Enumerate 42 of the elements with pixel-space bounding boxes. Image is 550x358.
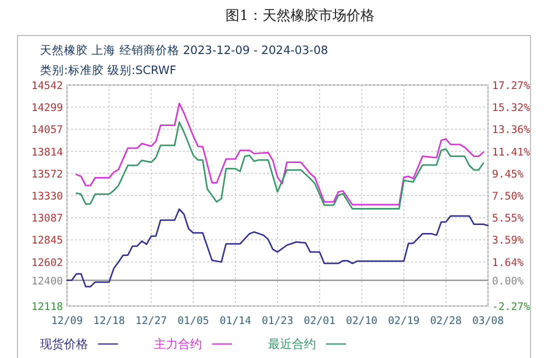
- x-tick-label: 12/09: [51, 315, 83, 327]
- x-tick-label: 12/18: [93, 315, 125, 327]
- y2-tick-label: 3.59%: [492, 234, 524, 247]
- y2-tick-label: 0.00%: [492, 275, 524, 288]
- line-series: [76, 102, 484, 206]
- y-tick-label: 13087: [31, 212, 63, 225]
- x-tick-label: 02/19: [388, 315, 420, 327]
- legend-label: 最近合约: [268, 337, 316, 351]
- x-tick-label: 03/08: [472, 315, 504, 327]
- y2-tick-label: -2.27%: [492, 301, 531, 313]
- chart-subtitle: 天然橡胶 上海 经销商价格 2023-12-09 - 2024-03-08: [40, 43, 328, 57]
- y2-tick-label: 1.64%: [492, 256, 524, 269]
- y-tick-label: 14057: [31, 124, 63, 136]
- y-tick-label: 14299: [31, 102, 63, 114]
- x-tick-label: 02/01: [304, 315, 336, 327]
- y-tick-label: 12118: [31, 301, 63, 313]
- y2-tick-label: 9.45%: [492, 168, 524, 180]
- chart-title: 图1：天然橡胶市场价格: [226, 8, 374, 24]
- x-tick-label: 01/14: [220, 315, 252, 327]
- y2-tick-label: 13.36%: [492, 124, 531, 136]
- line-series: [76, 121, 484, 210]
- y-tick-label: 13572: [31, 168, 63, 180]
- y2-tick-label: 7.50%: [492, 190, 524, 202]
- y2-tick-label: 5.55%: [492, 212, 524, 225]
- y2-tick-label: 11.41%: [492, 146, 531, 158]
- y-tick-label: 12845: [31, 234, 63, 247]
- legend-label: 主力合约: [154, 337, 202, 351]
- y2-tick-label: 17.27%: [492, 80, 531, 92]
- x-tick-label: 01/05: [177, 315, 210, 327]
- y-tick-label: 12400: [31, 275, 63, 288]
- y2-tick-label: 15.32%: [492, 102, 531, 114]
- y-tick-label: 13330: [31, 190, 63, 202]
- legend-label: 现货价格: [40, 337, 88, 351]
- y-tick-label: 14542: [31, 80, 63, 92]
- line-series: [66, 208, 489, 288]
- x-tick-label: 12/27: [135, 315, 168, 327]
- x-tick-label: 02/28: [430, 315, 462, 327]
- y-tick-label: 13814: [31, 146, 63, 158]
- x-tick-label: 02/10: [346, 315, 378, 327]
- x-tick-label: 01/23: [262, 315, 294, 327]
- y-tick-label: 12602: [31, 256, 63, 269]
- text: 类别:标准胶 级别:SCRWF: [40, 63, 176, 77]
